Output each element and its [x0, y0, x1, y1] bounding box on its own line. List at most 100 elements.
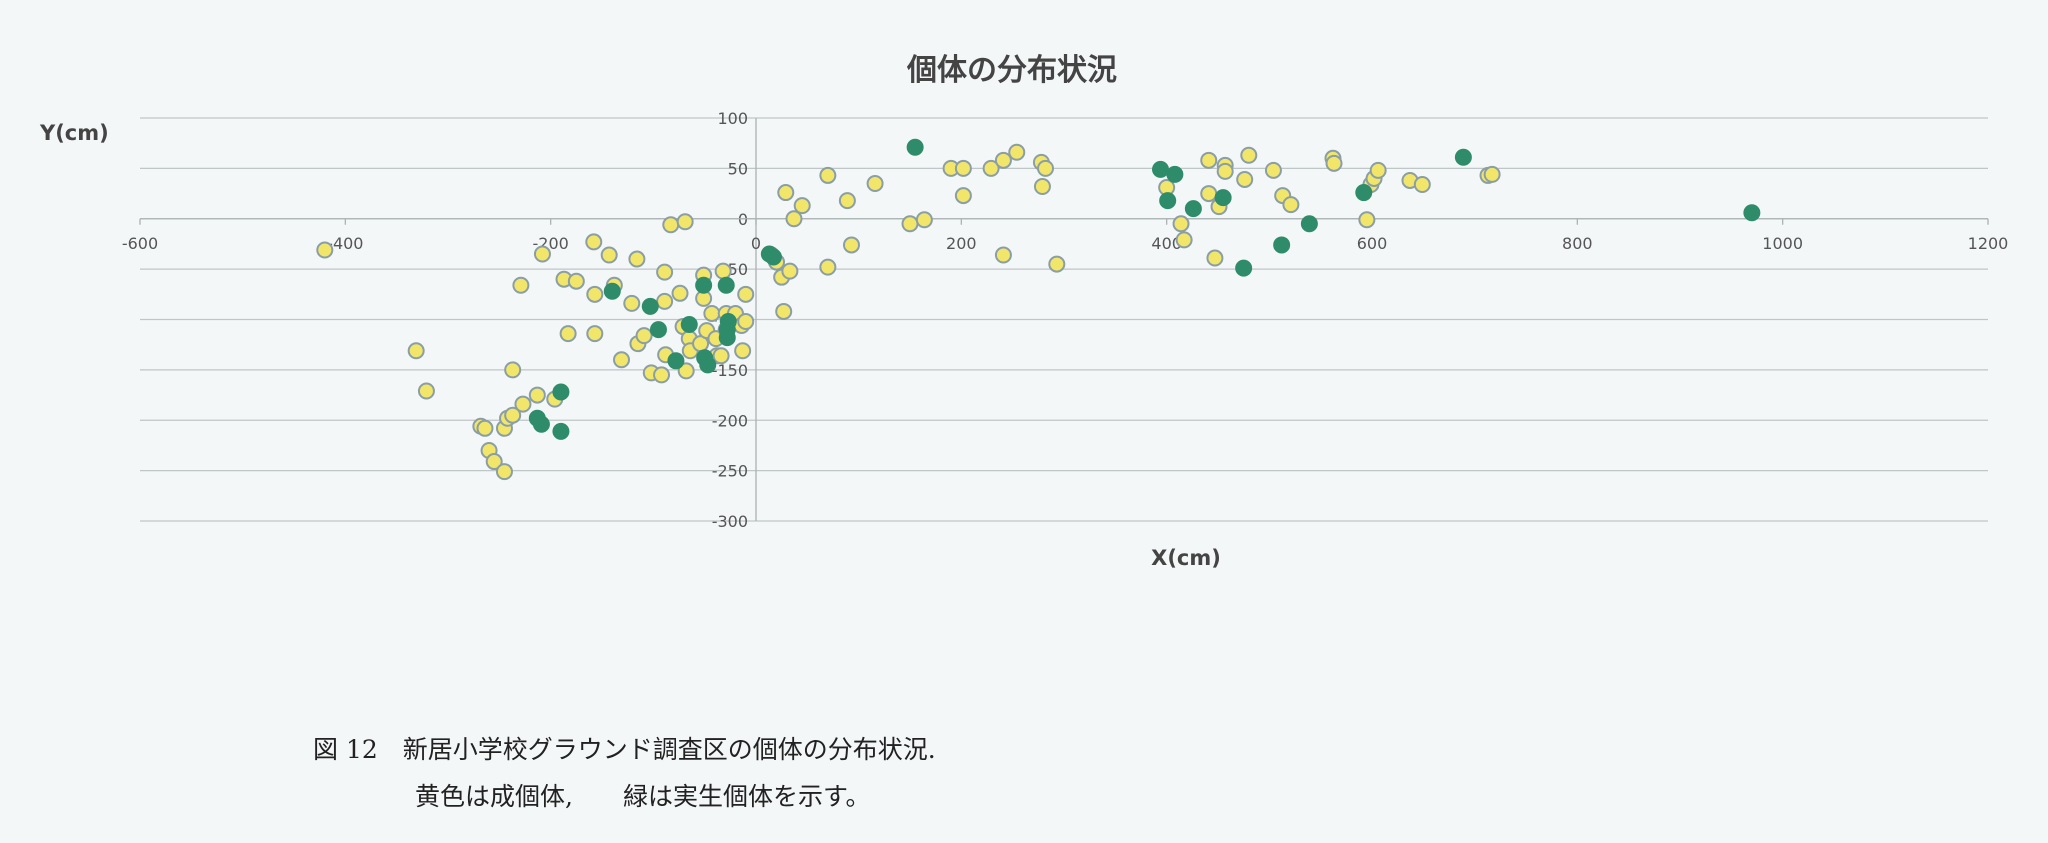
adult-point: [662, 216, 680, 234]
adult-point: [559, 325, 577, 343]
seedling-point: [1273, 236, 1291, 254]
adult-point: [671, 284, 689, 302]
adult-point: [1175, 231, 1193, 249]
adult-point: [737, 313, 755, 331]
seedling-point: [667, 352, 685, 370]
adult-point: [1236, 170, 1254, 188]
seedling-point: [1166, 165, 1184, 183]
adult-point: [781, 262, 799, 280]
adult-point: [512, 276, 530, 294]
seedling-point: [699, 356, 717, 374]
adult-point: [1369, 161, 1387, 179]
adult-point: [1216, 162, 1234, 180]
x-tick-label: -600: [122, 234, 158, 253]
seedling-point: [1159, 192, 1177, 210]
adult-point: [504, 406, 522, 424]
adult-point: [1206, 249, 1224, 267]
adult-point: [635, 327, 653, 345]
adult-point: [485, 453, 503, 471]
x-tick-label: 0: [751, 234, 761, 253]
adult-point: [1008, 143, 1026, 161]
adult-point: [613, 351, 631, 369]
seedling-point: [1300, 215, 1318, 233]
adult-point: [1048, 255, 1066, 273]
series-seedling: [528, 138, 1761, 440]
seedling-point: [1184, 200, 1202, 218]
adult-point: [528, 386, 546, 404]
figure-caption-line1: 図 12 新居小学校グラウンド調査区の個体の分布状況.: [313, 735, 936, 764]
adult-point: [1037, 159, 1055, 177]
x-tick-label: 1200: [1968, 234, 2009, 253]
adult-point: [915, 211, 933, 229]
adult-point: [514, 395, 532, 413]
x-tick-label: 1000: [1762, 234, 1803, 253]
adult-point: [1264, 161, 1282, 179]
adult-point: [1483, 165, 1501, 183]
seedling-point: [1454, 148, 1472, 166]
adult-point: [819, 258, 837, 276]
adult-point: [677, 362, 695, 380]
y-tick-label: 100: [717, 109, 748, 128]
x-tick-label: 200: [946, 234, 977, 253]
seedling-point: [603, 282, 621, 300]
adult-point: [316, 241, 334, 259]
y-tick-label: -250: [712, 462, 748, 481]
adult-point: [901, 215, 919, 233]
seedling-point: [719, 313, 737, 331]
seedling-point: [1152, 160, 1170, 178]
seedling-point: [680, 316, 698, 334]
adult-point: [1325, 154, 1343, 172]
x-axis-label: X(cm): [1151, 546, 1221, 570]
adult-point: [585, 233, 603, 251]
figure-caption-line2: 黄色は成個体, 緑は実生個体を示す。: [415, 782, 871, 811]
adult-point: [994, 246, 1012, 264]
adult-point: [1240, 146, 1258, 164]
adult-point: [1282, 196, 1300, 214]
adult-point: [777, 184, 795, 202]
y-tick-label: -200: [712, 411, 748, 430]
adult-point: [734, 342, 752, 360]
x-tick-label: -400: [327, 234, 363, 253]
x-tick-label: 400: [1151, 234, 1182, 253]
seedling-point: [649, 321, 667, 339]
adult-point: [703, 304, 721, 322]
x-tick-label: 600: [1357, 234, 1388, 253]
seedling-point: [532, 415, 550, 433]
adult-point: [1033, 178, 1051, 196]
adult-point: [656, 263, 674, 281]
adult-point: [567, 272, 585, 290]
adult-point: [623, 294, 641, 312]
adult-point: [737, 285, 755, 303]
adult-point: [407, 342, 425, 360]
adult-point: [866, 174, 884, 192]
seedling-point: [1235, 259, 1253, 277]
adult-point: [1200, 185, 1218, 203]
seedling-point: [1214, 189, 1232, 207]
adult-point: [838, 192, 856, 210]
adult-point: [714, 262, 732, 280]
adult-point: [785, 210, 803, 228]
y-tick-label: 50: [728, 159, 748, 178]
seedling-point: [695, 276, 713, 294]
seedling-point: [906, 138, 924, 156]
adult-point: [495, 463, 513, 481]
adult-point: [533, 245, 551, 263]
adult-point: [628, 250, 646, 268]
adult-point: [954, 159, 972, 177]
series-adult: [316, 143, 1501, 481]
x-tick-label: 800: [1562, 234, 1593, 253]
seedling-point: [1355, 184, 1373, 202]
adult-point: [1200, 151, 1218, 169]
adult-point: [417, 382, 435, 400]
seedling-point: [764, 248, 782, 266]
adult-point: [476, 419, 494, 437]
seedling-point: [641, 297, 659, 315]
y-axis-label: Y(cm): [39, 121, 109, 145]
adult-point: [954, 187, 972, 205]
adult-point: [586, 325, 604, 343]
seedling-point: [717, 276, 735, 294]
adult-point: [1358, 211, 1376, 229]
seedling-point: [552, 422, 570, 440]
adult-point: [775, 302, 793, 320]
adult-point: [586, 285, 604, 303]
